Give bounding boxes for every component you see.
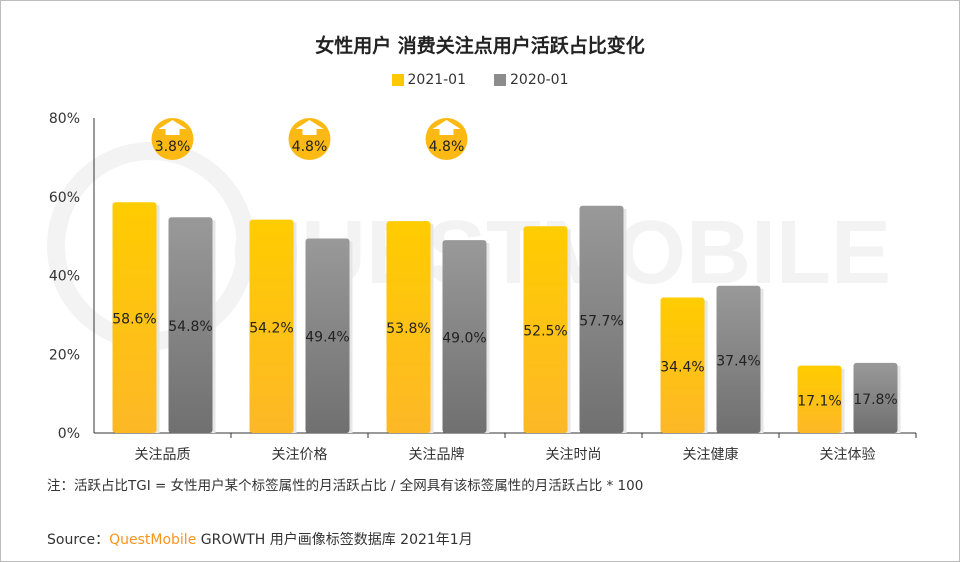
x-tick-label: 关注价格 [272, 447, 328, 463]
x-tick-label: 关注品质 [135, 447, 191, 463]
data-label: 53.8% [386, 321, 430, 337]
up-arrow-icon [295, 120, 324, 135]
data-label: 17.8% [853, 392, 897, 408]
legend-label: 2020-01 [510, 72, 569, 88]
data-label: 34.4% [660, 359, 704, 375]
bar-2021-01 [660, 297, 705, 433]
data-label: 57.7% [579, 313, 623, 329]
change-label: 4.8% [429, 139, 465, 155]
data-label: 37.4% [716, 353, 760, 369]
data-label: 17.1% [797, 393, 841, 409]
bar-2020-01 [305, 238, 350, 433]
footnote: 注：活跃占比TGI = 女性用户某个标签属性的月活跃占比 / 全网具有该标签属性… [47, 478, 644, 494]
bar-2020-01 [442, 240, 487, 433]
bar-2020-01 [168, 217, 213, 433]
change-label: 4.8% [292, 139, 328, 155]
x-tick-label: 关注品牌 [409, 446, 465, 463]
y-tick-label: 0% [58, 426, 80, 442]
bar-2020-01 [716, 285, 761, 433]
data-label: 54.2% [249, 320, 293, 336]
y-tick-label: 20% [49, 347, 80, 363]
bar-2020-01 [579, 205, 624, 433]
source-prefix: Source： [47, 532, 110, 548]
x-tick-label: 关注健康 [683, 446, 739, 463]
data-label: 49.0% [442, 331, 486, 347]
source: Source：QuestMobile GROWTH 用户画像标签数据库 2021… [47, 529, 473, 549]
up-arrow-icon [432, 120, 461, 135]
legend: 2021-01 2020-01 [1, 72, 959, 88]
y-tick-label: 40% [49, 269, 80, 285]
bar-2021-01 [249, 219, 294, 433]
legend-swatch [494, 74, 506, 86]
legend-item-2020: 2020-01 [494, 72, 569, 88]
y-tick-label: 80% [49, 111, 80, 127]
x-tick-label: 关注时尚 [546, 447, 602, 463]
legend-item-2021: 2021-01 [391, 72, 467, 88]
chart-title: 女性用户 消费关注点用户活跃占比变化 [315, 35, 645, 57]
source-text: GROWTH 用户画像标签数据库 2021年1月 [196, 532, 473, 548]
source-brand: QuestMobile [109, 532, 197, 548]
x-tick-label: 关注体验 [820, 447, 876, 463]
change-label: 3.8% [155, 139, 191, 155]
data-label: 49.4% [305, 330, 349, 346]
data-label: 54.8% [168, 319, 212, 335]
bar-2021-01 [112, 202, 157, 433]
legend-label: 2021-01 [407, 72, 467, 88]
y-tick-label: 60% [49, 190, 80, 206]
bar-2021-01 [386, 221, 431, 433]
up-arrow-icon [158, 120, 187, 135]
bar-2020-01 [853, 362, 898, 433]
bar-2021-01 [523, 226, 568, 433]
data-label: 58.6% [112, 312, 156, 328]
bar-2021-01 [797, 365, 842, 433]
legend-swatch [391, 74, 404, 86]
data-label: 52.5% [523, 324, 567, 340]
